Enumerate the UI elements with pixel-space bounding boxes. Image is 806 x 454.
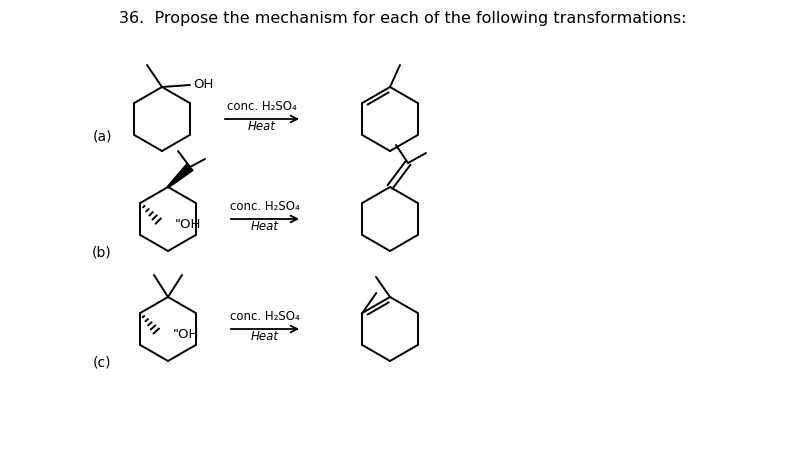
Polygon shape xyxy=(168,164,193,188)
Text: (b): (b) xyxy=(92,245,112,259)
Text: conc. H₂SO₄: conc. H₂SO₄ xyxy=(231,310,300,322)
Text: 36.  Propose the mechanism for each of the following transformations:: 36. Propose the mechanism for each of th… xyxy=(119,11,687,26)
Text: Heat: Heat xyxy=(251,221,279,233)
Text: conc. H₂SO₄: conc. H₂SO₄ xyxy=(231,199,300,212)
Text: (a): (a) xyxy=(92,130,112,144)
Text: Heat: Heat xyxy=(251,331,279,344)
Text: "OH: "OH xyxy=(172,327,198,340)
Text: Heat: Heat xyxy=(248,120,276,133)
Text: "OH: "OH xyxy=(174,217,201,231)
Text: OH: OH xyxy=(193,79,214,92)
Text: conc. H₂SO₄: conc. H₂SO₄ xyxy=(227,99,297,113)
Text: (c): (c) xyxy=(93,355,111,369)
